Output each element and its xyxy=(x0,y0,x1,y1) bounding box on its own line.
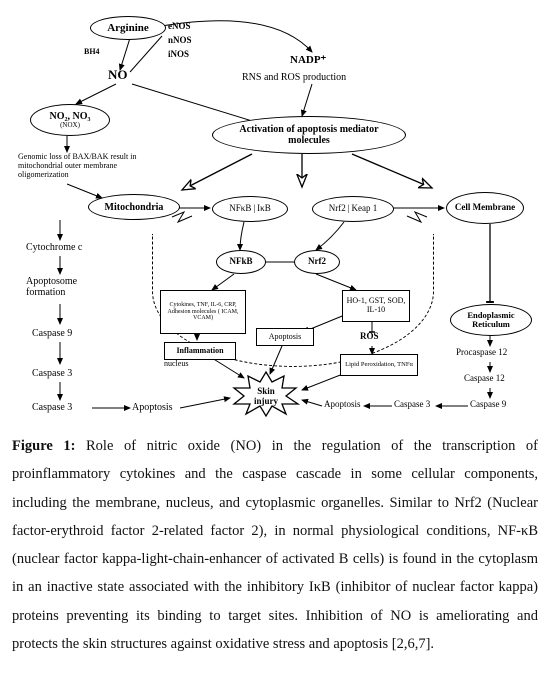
node-arginine: Arginine xyxy=(90,16,166,40)
box-lipid: Lipid Peroxidation, TNFα xyxy=(340,354,418,376)
label-nadp: NADP⁺ xyxy=(290,54,326,66)
box-apoptosis: Apoptosis xyxy=(256,328,314,346)
label-rns: RNS and ROS production xyxy=(242,72,346,83)
label-no: NO xyxy=(108,68,128,82)
svg-text:Skin: Skin xyxy=(257,386,275,396)
label: NFkB xyxy=(229,257,252,267)
svg-text:injury: injury xyxy=(254,396,279,406)
l: Nrf2 xyxy=(329,204,346,214)
node-nfkb-inner: NFkB xyxy=(216,250,266,274)
sublabel: (NOX) xyxy=(60,122,80,130)
label-nnos: nNOS xyxy=(168,36,192,46)
label-apoptosome: Apoptosome formation xyxy=(26,276,106,298)
label-casp3-l2: Caspase 3 xyxy=(32,402,72,413)
box-ho1: HO-1, GST, SOD, IL-10 xyxy=(342,290,410,322)
node-nrf2-keap1: Nrf2|Keap 1 xyxy=(312,196,394,222)
label-apoptosis-r: Apoptosis xyxy=(324,400,361,410)
label-cytc: Cytochrome c xyxy=(26,242,82,253)
label-apoptosis-l: Apoptosis xyxy=(132,402,173,413)
label-enos: eNOS xyxy=(168,22,191,32)
label-casp12: Caspase 12 xyxy=(464,374,505,384)
label: Cytokines, TNF, IL-6, CRP, Adhesion mole… xyxy=(162,302,244,322)
label: Activation of apoptosis mediator molecul… xyxy=(219,124,399,146)
label-genomic: Genomic loss of BAX/BAK result in mitoch… xyxy=(18,152,146,180)
pathway-diagram: Arginine BH4 eNOS nNOS iNOS NO NADP⁺ RNS… xyxy=(12,12,538,422)
node-er: Endoplasmic Reticulum xyxy=(450,304,532,336)
label: Arginine xyxy=(107,22,149,34)
r: IκB xyxy=(257,204,271,214)
box-cytokines: Cytokines, TNF, IL-6, CRP, Adhesion mole… xyxy=(160,290,246,334)
label: NO₂, NO₃ xyxy=(50,111,91,122)
starburst-skin-injury: Skin injury xyxy=(230,370,302,418)
label: Endoplasmic Reticulum xyxy=(451,311,531,330)
label-casp9-r: Caspase 9 xyxy=(470,400,506,410)
label-bh4: BH4 xyxy=(84,48,100,57)
label: HO-1, GST, SOD, IL-10 xyxy=(343,297,409,315)
label: Mitochondria xyxy=(105,202,164,213)
label-procasp12: Procaspase 12 xyxy=(456,348,507,358)
node-nrf2-inner: Nrf2 xyxy=(294,250,340,274)
label-casp3-l: Caspase 3 xyxy=(32,368,72,379)
node-nfkb-ikb: NFκB|IκB xyxy=(212,196,288,222)
label-inos: iNOS xyxy=(168,50,189,60)
label: Inflammation xyxy=(176,347,223,356)
caption-text: Role of nitric oxide (NO) in the regulat… xyxy=(12,438,538,652)
node-nox: NO₂, NO₃ (NOX) xyxy=(30,104,110,136)
label: Nrf2 xyxy=(308,257,326,267)
box-inflammation: Inflammation xyxy=(164,342,236,360)
caption-label: Figure 1: xyxy=(12,438,75,454)
label: Cell Membrane xyxy=(455,203,515,213)
r: Keap 1 xyxy=(352,204,378,214)
figure-caption: Figure 1: Role of nitric oxide (NO) in t… xyxy=(12,432,538,658)
l: NFκB xyxy=(229,204,251,214)
node-cell-membrane: Cell Membrane xyxy=(446,192,524,224)
label-casp3-r: Caspase 3 xyxy=(394,400,430,410)
label: Apoptosis xyxy=(269,333,301,342)
label: Lipid Peroxidation, TNFα xyxy=(345,361,413,368)
label-nucleus: nucleus xyxy=(164,360,188,369)
label-casp9-l: Caspase 9 xyxy=(32,328,72,339)
node-mitochondria: Mitochondria xyxy=(88,194,180,220)
label-ros: ROS xyxy=(360,332,379,342)
node-activation: Activation of apoptosis mediator molecul… xyxy=(212,116,406,154)
